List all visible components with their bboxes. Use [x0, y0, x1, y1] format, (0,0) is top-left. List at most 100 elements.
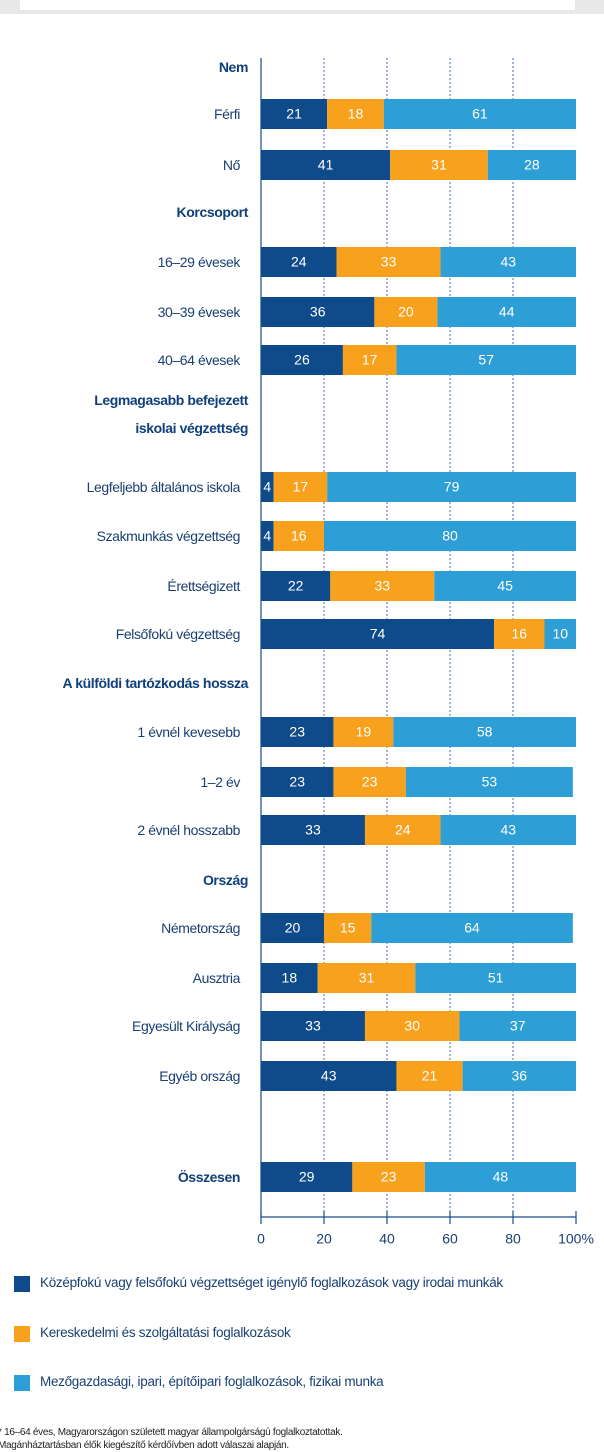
bar-segment: [261, 99, 328, 129]
value-label: 37: [510, 1018, 526, 1034]
category-label: Ausztria: [192, 970, 241, 986]
bar-segment: [440, 247, 576, 277]
bar-segment: [437, 297, 576, 327]
bar-segment: [261, 913, 324, 943]
legend-swatch: [14, 1326, 30, 1342]
bar-segment: [330, 571, 435, 601]
legend-label: Mezőgazdasági, ipari, építőipari foglalk…: [40, 1374, 384, 1389]
category-label: Férfi: [213, 106, 240, 122]
bar-segment: [273, 521, 324, 551]
value-label: 28: [524, 157, 540, 173]
x-tick-label: 100%: [558, 1231, 594, 1247]
value-label: 19: [356, 724, 372, 740]
bar-segment: [261, 247, 337, 277]
footnote: Magánháztartásban élők kiegészítő kérdőí…: [0, 1440, 289, 1451]
bar-segment: [396, 1061, 463, 1091]
bar-segment: [333, 767, 406, 797]
value-label: 43: [500, 254, 516, 270]
bar-segment: [440, 815, 576, 845]
value-label: 36: [310, 304, 326, 320]
bar-segment: [393, 717, 576, 747]
category-label: 2 évnél hosszabb: [137, 822, 240, 838]
bar-segment: [371, 913, 573, 943]
bar-segment: [261, 619, 495, 649]
category-label: Legfeljebb általános iskola: [86, 479, 241, 495]
category-label: Összesen: [177, 1169, 241, 1185]
bar-segment: [261, 717, 334, 747]
value-label: 24: [291, 254, 307, 270]
category-label: Szakmunkás végzettség: [96, 528, 241, 544]
bar-segment: [415, 963, 576, 993]
bar-segment: [383, 99, 576, 129]
legend-swatch: [14, 1276, 30, 1292]
bar-segment: [327, 472, 576, 502]
bar-segment: [261, 963, 318, 993]
value-label: 26: [294, 352, 310, 368]
value-label: 36: [512, 1068, 528, 1084]
value-label: 33: [381, 254, 397, 270]
value-label: 20: [398, 304, 414, 320]
x-tick-label: 60: [442, 1231, 458, 1247]
bar-segment: [327, 99, 384, 129]
value-label: 33: [305, 1018, 321, 1034]
bar-segment: [405, 767, 573, 797]
bar-segment: [364, 815, 441, 845]
x-tick-label: 20: [316, 1231, 332, 1247]
bar-segment: [462, 1061, 576, 1091]
bar-segment: [544, 619, 576, 649]
value-label: 74: [370, 626, 386, 642]
category-label: Felsőfokú végzettség: [115, 626, 241, 642]
category-label: Egyesült Királyság: [132, 1018, 240, 1034]
value-label: 17: [293, 479, 309, 495]
group-header: Legmagasabb befejezett iskolai végzettsé…: [94, 392, 248, 436]
value-label: 16: [291, 528, 307, 544]
value-label: 80: [442, 528, 458, 544]
bar-segment: [374, 297, 438, 327]
category-label: Egyéb ország: [159, 1068, 240, 1084]
value-label: 41: [318, 157, 334, 173]
group-header: A külföldi tartózkodás hossza: [62, 675, 249, 691]
value-label: 33: [374, 578, 390, 594]
bar-segment: [261, 815, 365, 845]
bar-segment: [352, 1162, 425, 1192]
value-label: 43: [500, 822, 516, 838]
value-label: 43: [321, 1068, 337, 1084]
bar-segment: [261, 1011, 365, 1041]
x-tick-label: 0: [257, 1231, 265, 1247]
category-label: Németország: [161, 920, 240, 936]
x-tick-label: 40: [379, 1231, 395, 1247]
bar-segment: [261, 1061, 397, 1091]
legend-label: Kereskedelmi és szolgáltatási foglalkozá…: [40, 1325, 291, 1340]
bar-segment: [261, 150, 391, 180]
bar-segment: [434, 571, 576, 601]
bar-segment: [261, 297, 375, 327]
value-label: 21: [286, 106, 302, 122]
bar-segment: [494, 619, 545, 649]
bar-segment: [261, 571, 331, 601]
group-header: Korcsoport: [176, 204, 249, 220]
bar-segment: [487, 150, 576, 180]
value-label: 31: [431, 157, 447, 173]
bar-segment: [261, 345, 343, 375]
bar-segment: [424, 1162, 576, 1192]
value-label: 23: [289, 724, 305, 740]
bar-segment: [333, 717, 394, 747]
bar-segment: [396, 345, 576, 375]
value-label: 57: [478, 352, 494, 368]
value-label: 15: [340, 920, 356, 936]
category-label: 40–64 évesek: [157, 352, 241, 368]
value-label: 17: [362, 352, 378, 368]
value-label: 20: [285, 920, 301, 936]
value-label: 4: [263, 479, 271, 495]
bar-segment: [390, 150, 488, 180]
category-label: 1–2 év: [200, 774, 240, 790]
value-label: 18: [348, 106, 364, 122]
legend-label: Középfokú vagy felsőfokú végzettséget ig…: [40, 1275, 503, 1290]
value-label: 22: [288, 578, 304, 594]
value-label: 48: [493, 1169, 509, 1185]
category-label: 30–39 évesek: [157, 304, 241, 320]
value-label: 16: [512, 626, 528, 642]
x-tick-label: 80: [505, 1231, 521, 1247]
